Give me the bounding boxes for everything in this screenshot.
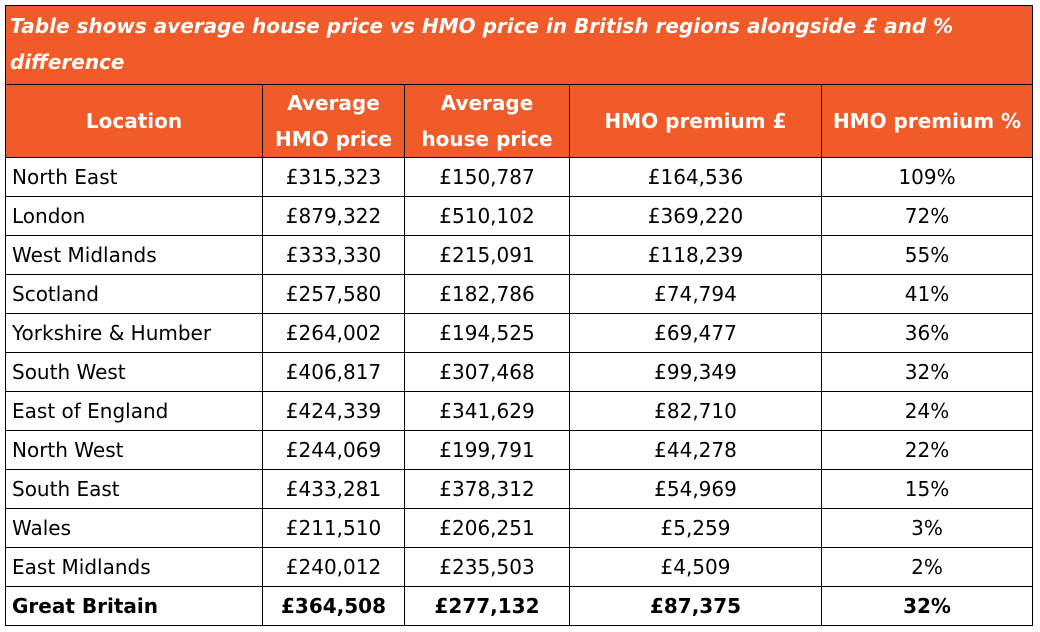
- cell-hmo-premium-percent: 55%: [821, 235, 1033, 275]
- table-row: East of England £424,339 £341,629 £82,710 24…: [5, 391, 1033, 431]
- table-row: Scotland £257,580 £182,786 £74,794 41%: [5, 274, 1033, 314]
- cell-hmo-premium-pounds: £4,509: [569, 547, 822, 587]
- cell-average-hmo-price: £333,330: [262, 235, 405, 275]
- cell-hmo-premium-percent: 3%: [821, 508, 1033, 548]
- table-row: Yorkshire & Humber £264,002 £194,525 £69,47…: [5, 313, 1033, 353]
- table-row: North East £315,323 £150,787 £164,536 109%: [5, 157, 1033, 197]
- cell-hmo-premium-pounds: £99,349: [569, 352, 822, 392]
- cell-average-hmo-price: £879,322: [262, 196, 405, 236]
- cell-location: London: [5, 196, 263, 236]
- cell-average-hmo-price: £264,002: [262, 313, 405, 353]
- cell-hmo-premium-percent: 2%: [821, 547, 1033, 587]
- table-caption: Table shows average house price vs HMO p…: [5, 5, 1033, 85]
- cell-average-hmo-price: £211,510: [262, 508, 405, 548]
- column-header-average-hmo-price: Average HMO price: [262, 84, 405, 158]
- cell-location: Yorkshire & Humber: [5, 313, 263, 353]
- price-table-container: Table shows average house price vs HMO p…: [5, 5, 1033, 626]
- cell-average-house-price: £206,251: [404, 508, 570, 548]
- cell-hmo-premium-pounds: £118,239: [569, 235, 822, 275]
- cell-hmo-premium-percent: 36%: [821, 313, 1033, 353]
- cell-hmo-premium-pounds: £82,710: [569, 391, 822, 431]
- cell-hmo-premium-percent: 72%: [821, 196, 1033, 236]
- cell-average-house-price: £235,503: [404, 547, 570, 587]
- cell-hmo-premium-pounds: £87,375: [569, 586, 822, 626]
- cell-average-house-price: £182,786: [404, 274, 570, 314]
- cell-hmo-premium-percent: 15%: [821, 469, 1033, 509]
- cell-average-hmo-price: £315,323: [262, 157, 405, 197]
- cell-location: Wales: [5, 508, 263, 548]
- cell-average-house-price: £215,091: [404, 235, 570, 275]
- cell-average-hmo-price: £433,281: [262, 469, 405, 509]
- column-header-location: Location: [5, 84, 263, 158]
- cell-location: West Midlands: [5, 235, 263, 275]
- cell-hmo-premium-percent: 22%: [821, 430, 1033, 470]
- cell-hmo-premium-pounds: £44,278: [569, 430, 822, 470]
- cell-location: South West: [5, 352, 263, 392]
- cell-average-house-price: £277,132: [404, 586, 570, 626]
- table-row: South West £406,817 £307,468 £99,349 32%: [5, 352, 1033, 392]
- price-comparison-table: Table shows average house price vs HMO p…: [5, 5, 1033, 626]
- cell-hmo-premium-pounds: £69,477: [569, 313, 822, 353]
- cell-average-house-price: £378,312: [404, 469, 570, 509]
- cell-hmo-premium-pounds: £54,969: [569, 469, 822, 509]
- cell-average-hmo-price: £364,508: [262, 586, 405, 626]
- cell-average-hmo-price: £424,339: [262, 391, 405, 431]
- table-row: London £879,322 £510,102 £369,220 72%: [5, 196, 1033, 236]
- cell-average-house-price: £341,629: [404, 391, 570, 431]
- table-row: Wales £211,510 £206,251 £5,259 3%: [5, 508, 1033, 548]
- cell-hmo-premium-percent: 109%: [821, 157, 1033, 197]
- cell-average-hmo-price: £257,580: [262, 274, 405, 314]
- header-row: Location Average HMO price Average house…: [5, 84, 1033, 158]
- cell-hmo-premium-percent: 41%: [821, 274, 1033, 314]
- cell-hmo-premium-percent: 32%: [821, 586, 1033, 626]
- cell-location: Scotland: [5, 274, 263, 314]
- cell-average-house-price: £307,468: [404, 352, 570, 392]
- table-row: West Midlands £333,330 £215,091 £118,239 55%: [5, 235, 1033, 275]
- cell-average-hmo-price: £244,069: [262, 430, 405, 470]
- cell-average-house-price: £150,787: [404, 157, 570, 197]
- cell-hmo-premium-percent: 32%: [821, 352, 1033, 392]
- caption-row: Table shows average house price vs HMO p…: [5, 5, 1033, 85]
- cell-average-house-price: £199,791: [404, 430, 570, 470]
- column-header-hmo-premium-pounds: HMO premium £: [569, 84, 822, 158]
- cell-average-hmo-price: £406,817: [262, 352, 405, 392]
- column-header-average-house-price: Average house price: [404, 84, 570, 158]
- cell-hmo-premium-pounds: £369,220: [569, 196, 822, 236]
- table-row: East Midlands £240,012 £235,503 £4,509 2%: [5, 547, 1033, 587]
- cell-average-house-price: £510,102: [404, 196, 570, 236]
- cell-hmo-premium-percent: 24%: [821, 391, 1033, 431]
- cell-hmo-premium-pounds: £5,259: [569, 508, 822, 548]
- cell-average-house-price: £194,525: [404, 313, 570, 353]
- cell-location: South East: [5, 469, 263, 509]
- cell-location: East Midlands: [5, 547, 263, 587]
- table-row: North West £244,069 £199,791 £44,278 22%: [5, 430, 1033, 470]
- total-row: Great Britain £364,508 £277,132 £87,375 32%: [5, 586, 1033, 626]
- cell-location: East of England: [5, 391, 263, 431]
- cell-average-hmo-price: £240,012: [262, 547, 405, 587]
- column-header-hmo-premium-percent: HMO premium %: [821, 84, 1033, 158]
- table-row: South East £433,281 £378,312 £54,969 15%: [5, 469, 1033, 509]
- cell-location: North East: [5, 157, 263, 197]
- cell-location: North West: [5, 430, 263, 470]
- cell-hmo-premium-pounds: £164,536: [569, 157, 822, 197]
- cell-hmo-premium-pounds: £74,794: [569, 274, 822, 314]
- cell-location: Great Britain: [5, 586, 263, 626]
